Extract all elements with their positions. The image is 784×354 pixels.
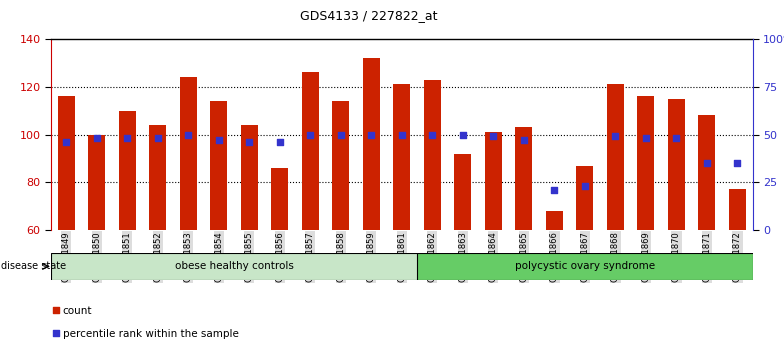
Bar	[485, 132, 502, 230]
Bar	[149, 125, 166, 230]
Point	[609, 133, 622, 139]
Text: disease state: disease state	[1, 261, 66, 272]
Point	[212, 137, 225, 143]
Bar	[180, 77, 197, 230]
Point	[304, 132, 317, 137]
Point	[182, 132, 194, 137]
Bar	[515, 127, 532, 230]
Bar	[271, 168, 289, 230]
Point	[243, 139, 256, 145]
Text: percentile rank within the sample: percentile rank within the sample	[63, 329, 238, 339]
Bar	[668, 99, 684, 230]
Bar	[729, 189, 746, 230]
Bar	[363, 58, 379, 230]
Point	[121, 136, 133, 141]
Point	[579, 183, 591, 189]
Text: count: count	[63, 306, 93, 316]
Point	[487, 133, 499, 139]
Point	[670, 136, 683, 141]
Text: obese healthy controls: obese healthy controls	[175, 261, 293, 272]
Point	[395, 132, 408, 137]
Bar	[51, 253, 417, 280]
Point	[456, 132, 469, 137]
Point	[731, 160, 744, 166]
Bar	[417, 253, 753, 280]
Bar	[699, 115, 715, 230]
Text: GDS4133 / 227822_at: GDS4133 / 227822_at	[299, 9, 437, 22]
Bar	[89, 135, 105, 230]
Bar	[332, 101, 349, 230]
Bar	[424, 80, 441, 230]
Bar	[119, 110, 136, 230]
Bar	[455, 154, 471, 230]
Bar	[302, 72, 318, 230]
Point	[90, 136, 103, 141]
Point	[151, 136, 164, 141]
Point	[701, 160, 713, 166]
Point	[426, 132, 438, 137]
Point	[60, 139, 72, 145]
Point	[640, 136, 652, 141]
Bar	[576, 166, 593, 230]
Point	[335, 132, 347, 137]
Bar	[637, 96, 655, 230]
Bar	[241, 125, 258, 230]
Point	[517, 137, 530, 143]
Point	[548, 187, 561, 193]
Bar	[58, 96, 74, 230]
Point	[49, 330, 62, 336]
Point	[365, 132, 378, 137]
Bar	[394, 84, 410, 230]
Bar	[607, 84, 624, 230]
Point	[49, 307, 62, 313]
Bar	[546, 211, 563, 230]
Bar	[210, 101, 227, 230]
Point	[274, 139, 286, 145]
Text: polycystic ovary syndrome: polycystic ovary syndrome	[515, 261, 655, 272]
